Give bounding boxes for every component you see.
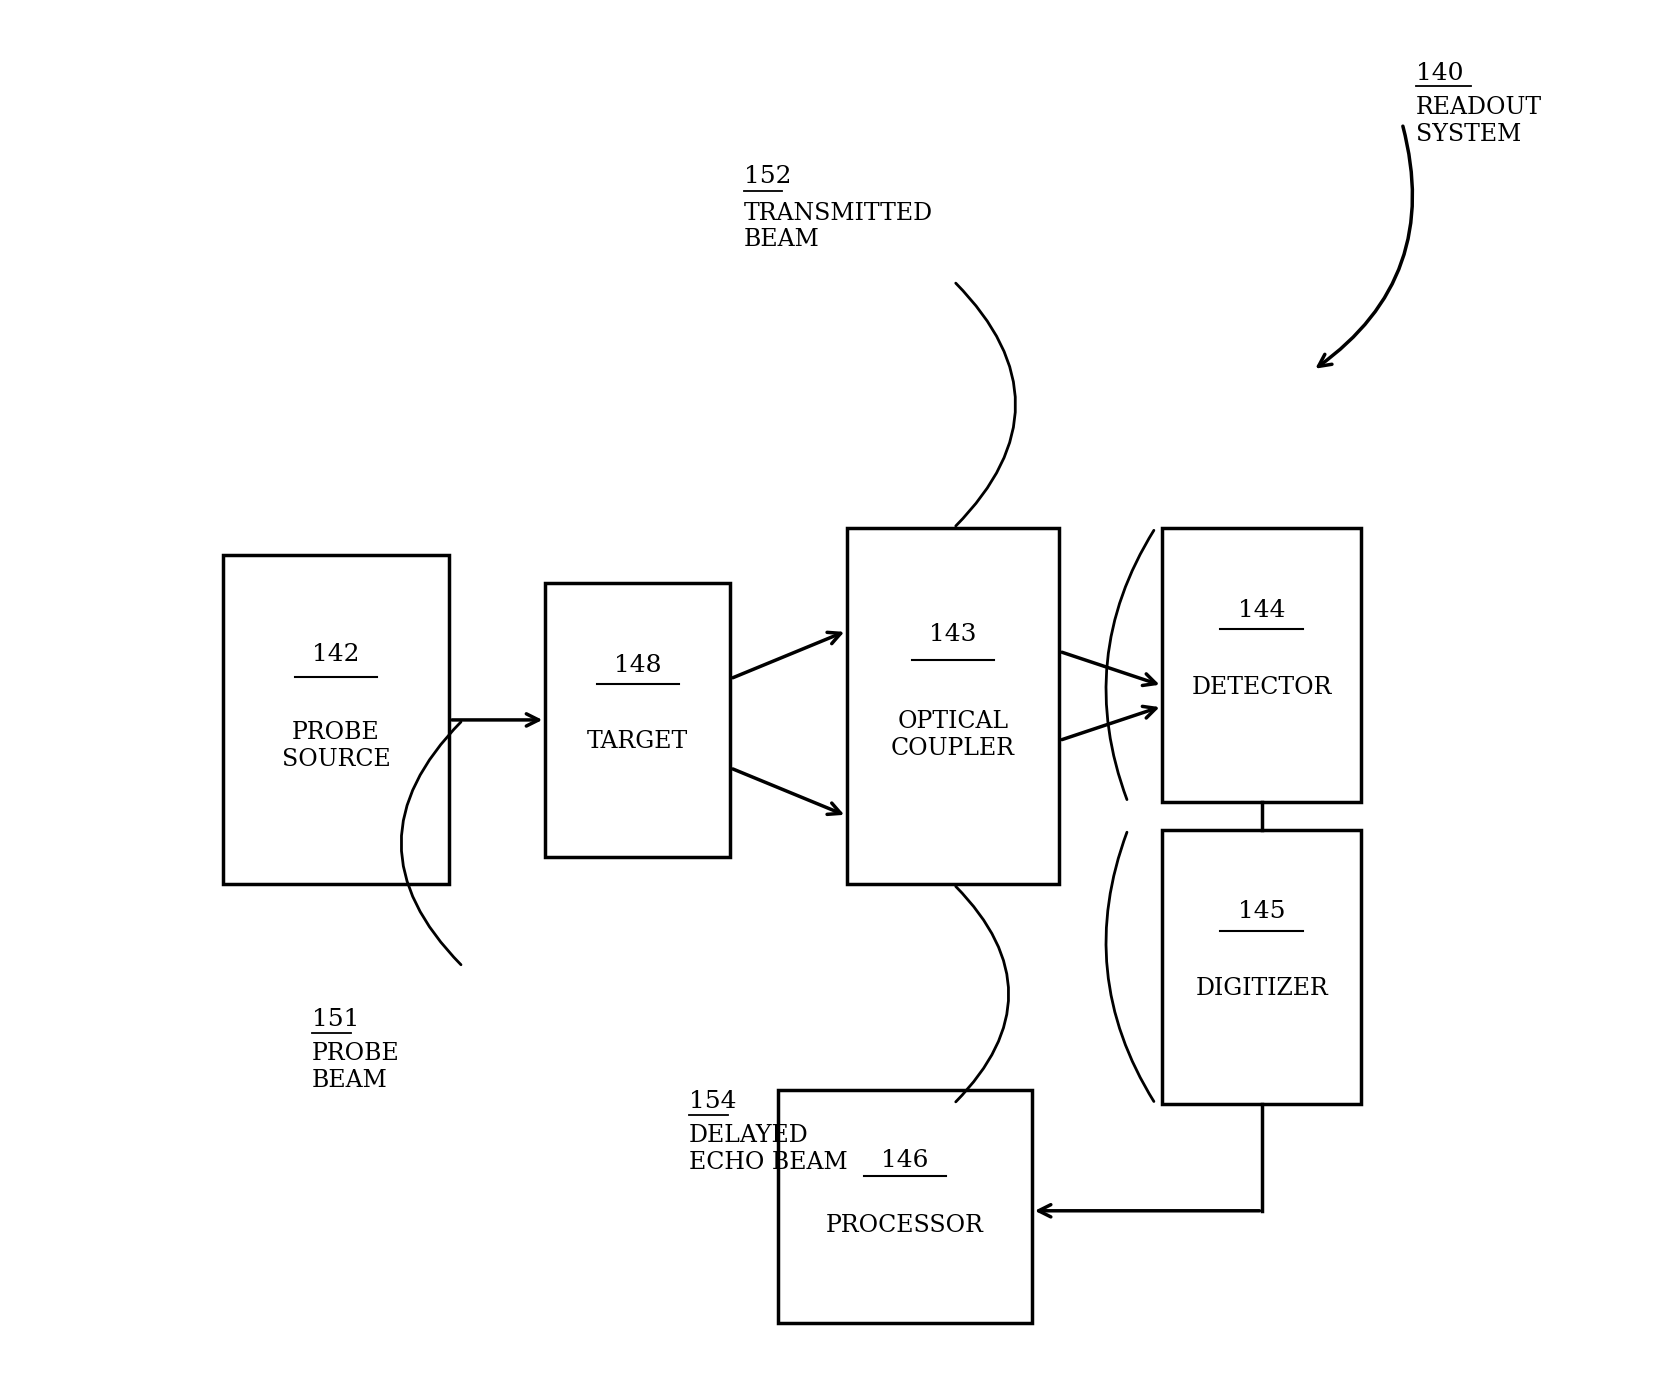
Bar	[1163, 830, 1361, 1104]
Text: TARGET: TARGET	[586, 730, 689, 753]
Text: 154: 154	[689, 1090, 736, 1114]
FancyArrowPatch shape	[956, 283, 1015, 526]
Text: 142: 142	[312, 643, 360, 666]
Bar	[778, 1090, 1032, 1323]
Bar	[1163, 528, 1361, 802]
Bar	[847, 528, 1060, 885]
Text: PROBE
BEAM: PROBE BEAM	[312, 1042, 400, 1091]
FancyArrowPatch shape	[1105, 530, 1154, 799]
Text: READOUT
SYSTEM: READOUT SYSTEM	[1416, 96, 1542, 145]
Bar	[223, 555, 449, 885]
Text: 152: 152	[744, 165, 791, 187]
Text: PROBE
SOURCE: PROBE SOURCE	[282, 722, 390, 771]
Text: 145: 145	[1238, 900, 1285, 924]
Bar	[546, 583, 731, 857]
Text: 140: 140	[1416, 62, 1463, 84]
FancyArrowPatch shape	[402, 722, 460, 965]
Text: DIGITIZER: DIGITIZER	[1194, 978, 1327, 1000]
Text: TRANSMITTED
BEAM: TRANSMITTED BEAM	[744, 202, 932, 251]
Text: DELAYED
ECHO BEAM: DELAYED ECHO BEAM	[689, 1125, 848, 1174]
Text: 144: 144	[1238, 598, 1285, 622]
FancyArrowPatch shape	[956, 886, 1008, 1102]
Text: 151: 151	[312, 1008, 360, 1030]
Text: 146: 146	[882, 1148, 929, 1172]
Text: OPTICAL
COUPLER: OPTICAL COUPLER	[890, 711, 1015, 759]
Text: PROCESSOR: PROCESSOR	[827, 1213, 984, 1237]
Text: 148: 148	[613, 654, 662, 677]
Text: 143: 143	[929, 623, 976, 647]
FancyArrowPatch shape	[1105, 832, 1154, 1101]
Text: DETECTOR: DETECTOR	[1191, 676, 1332, 698]
